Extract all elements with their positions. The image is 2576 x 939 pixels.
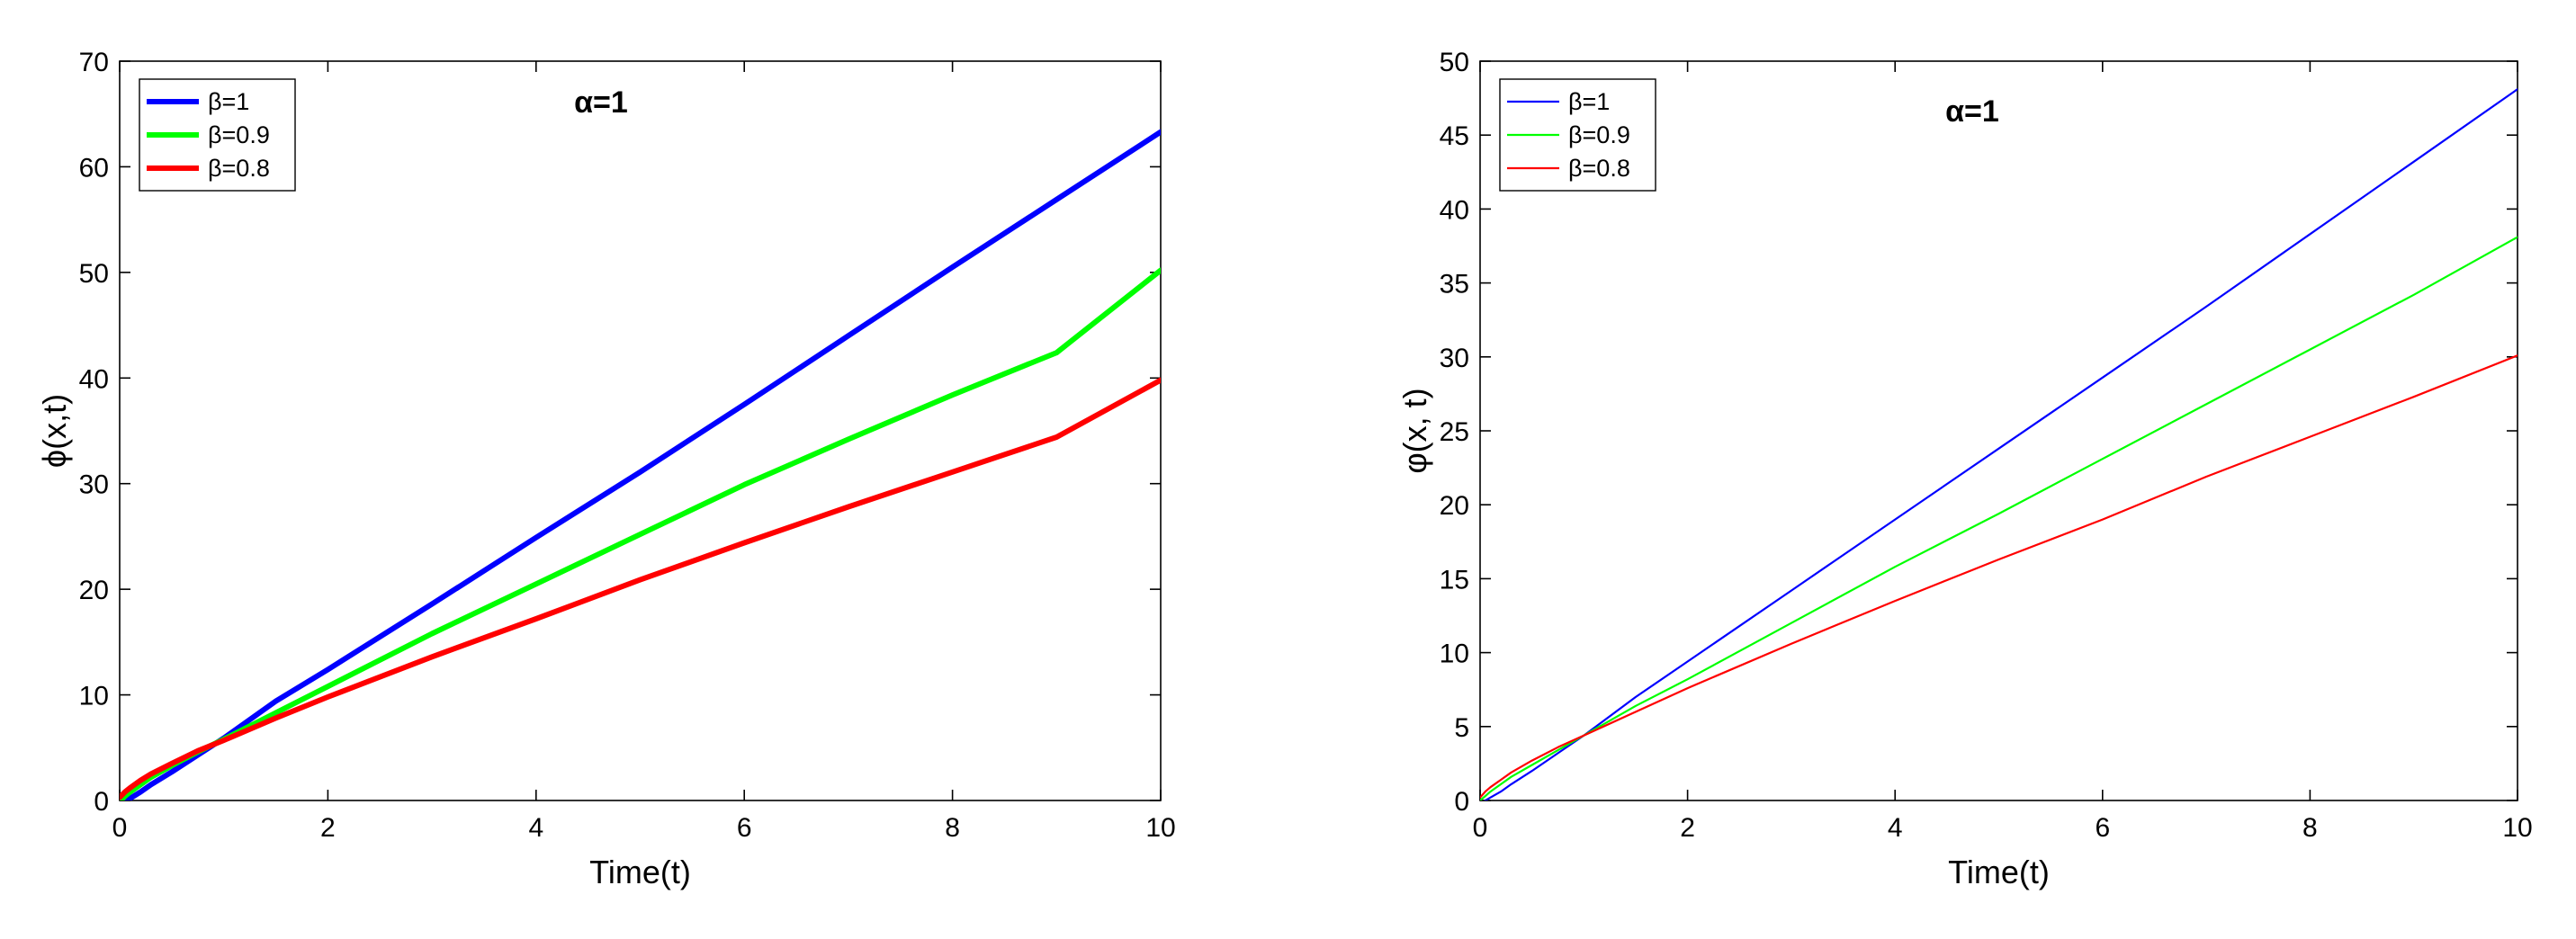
y-tick-label: 25 [1440, 417, 1469, 447]
chart-left: 0 2 4 6 8 10 0 10 20 30 40 50 60 70 Time(t) ϕ(x,t) α=1 β=… [36, 48, 1176, 890]
x-tick-label: 10 [1145, 813, 1175, 843]
x-tick-label: 4 [1888, 813, 1903, 843]
series-group [1480, 88, 2518, 800]
x-tick-label: 8 [2302, 813, 2318, 843]
x-tick-label: 8 [945, 813, 960, 843]
series-line-2 [1480, 354, 2518, 799]
y-tick-label: 10 [1440, 639, 1469, 669]
series-line-1 [120, 267, 1161, 800]
series-group [120, 129, 1161, 800]
y-axis-label: φ(x, t) [1396, 388, 1433, 473]
series-line-0 [121, 129, 1161, 800]
x-tick-label: 10 [2502, 813, 2532, 843]
y-tick-label: 20 [1440, 491, 1469, 521]
y-tick-label: 20 [79, 576, 109, 605]
y-axis-label: ϕ(x,t) [36, 394, 73, 468]
y-tick-label: 40 [1440, 195, 1469, 225]
legend-label-2: β=0.8 [1568, 155, 1630, 182]
y-tick-label: 15 [1440, 565, 1469, 595]
chart-right: 0 2 4 6 8 10 0 5 10 15 20 25 30 35 40 45 50 Time(t) φ(x, t… [1396, 48, 2533, 890]
y-tick-label: 0 [1454, 787, 1469, 817]
y-tick-label: 45 [1440, 121, 1469, 151]
y-tick-label: 40 [79, 364, 109, 394]
x-tick-label: 4 [528, 813, 543, 843]
legend-label-2: β=0.8 [208, 155, 270, 182]
x-tick-label: 0 [112, 813, 128, 843]
legend-label-1: β=0.9 [208, 121, 270, 148]
series-line-2 [120, 377, 1161, 800]
series-line-0 [1484, 88, 2518, 800]
annotation-alpha: α=1 [574, 85, 628, 120]
y-tick-label: 10 [79, 682, 109, 711]
y-tick-label: 35 [1440, 270, 1469, 300]
x-tick-label: 2 [320, 813, 336, 843]
y-tick-label: 30 [79, 470, 109, 500]
y-tick-label: 50 [1440, 48, 1469, 77]
y-tick-label: 70 [79, 48, 109, 77]
x-tick-label: 0 [1473, 813, 1488, 843]
annotation-alpha: α=1 [1945, 94, 1999, 129]
y-tick-label: 60 [79, 153, 109, 183]
legend-label-0: β=1 [208, 88, 249, 115]
x-tick-label: 6 [2095, 813, 2110, 843]
series-line-1 [1480, 236, 2518, 800]
legend-box [139, 78, 296, 192]
legend-label-1: β=0.9 [1568, 121, 1630, 148]
y-tick-label: 50 [79, 259, 109, 289]
x-axis-label: Time(t) [589, 854, 691, 890]
x-tick-label: 6 [737, 813, 752, 843]
y-tick-label: 30 [1440, 344, 1469, 373]
x-tick-label: 2 [1680, 813, 1695, 843]
legend-label-0: β=1 [1568, 88, 1610, 115]
y-tick-label: 0 [94, 787, 109, 817]
x-axis-label: Time(t) [1948, 854, 2050, 890]
y-tick-label: 5 [1454, 713, 1469, 743]
